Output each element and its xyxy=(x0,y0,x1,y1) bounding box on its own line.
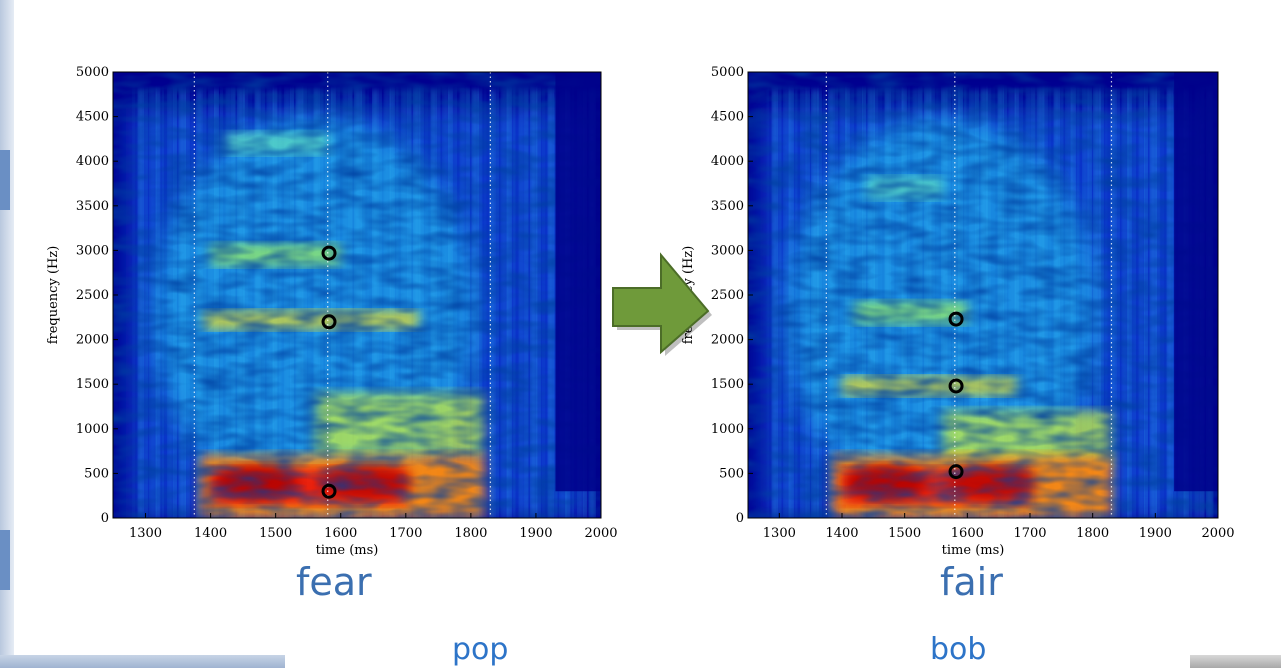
formant-marker xyxy=(321,314,337,330)
x-tick-label: 1900 xyxy=(1139,526,1172,541)
y-tick-label: 2000 xyxy=(76,333,109,348)
formant-markers xyxy=(321,245,337,499)
slide-bottom-band xyxy=(0,655,285,668)
y-tick-label: 0 xyxy=(101,511,109,526)
y-tick-label: 1000 xyxy=(76,422,109,437)
slide-edge-accent xyxy=(0,530,10,590)
y-tick-label: 3000 xyxy=(711,243,744,258)
x-tick-label: 1900 xyxy=(519,526,552,541)
left-under-caption: pop xyxy=(452,632,509,667)
formant-marker xyxy=(321,483,337,499)
y-axis-label: frequency (Hz) xyxy=(46,246,61,345)
x-tick-label: 1700 xyxy=(1013,526,1046,541)
slide-edge-accent xyxy=(0,150,10,210)
x-tick-label: 1400 xyxy=(194,526,227,541)
axis-ticks: 1300 1400 1500 1600 1700 1800 1900 2000 0 500 1000… xyxy=(76,65,618,541)
formant-marker xyxy=(948,378,964,394)
x-tick-label: 1500 xyxy=(888,526,921,541)
x-tick-label: 1600 xyxy=(951,526,984,541)
y-tick-label: 1500 xyxy=(76,377,109,392)
formant-markers xyxy=(948,311,964,480)
y-tick-label: 3000 xyxy=(76,243,109,258)
formant-marker xyxy=(321,245,337,261)
spectrogram-image xyxy=(113,72,601,518)
y-tick-label: 4500 xyxy=(76,110,109,125)
y-tick-label: 4500 xyxy=(711,110,744,125)
axis-ticks: 1300 1400 1500 1600 1700 1800 1900 2000 0 500 1000… xyxy=(711,65,1235,541)
formant-marker xyxy=(948,464,964,480)
right-arrow-icon xyxy=(612,252,712,356)
x-tick-label: 2000 xyxy=(584,526,617,541)
x-axis-label: time (ms) xyxy=(316,543,379,558)
spectrogram-image xyxy=(748,72,1218,518)
spectrogram-right: 1300 1400 1500 1600 1700 1800 1900 2000 0 500 1000… xyxy=(681,65,1235,558)
x-tick-label: 1700 xyxy=(389,526,422,541)
y-tick-label: 1500 xyxy=(711,377,744,392)
x-tick-label: 1300 xyxy=(129,526,162,541)
y-tick-label: 1000 xyxy=(711,422,744,437)
y-tick-label: 3500 xyxy=(76,199,109,214)
left-word-caption: fear xyxy=(296,560,372,604)
y-tick-label: 2500 xyxy=(76,288,109,303)
x-tick-label: 1800 xyxy=(1076,526,1109,541)
y-tick-label: 0 xyxy=(736,511,744,526)
right-under-caption: bob xyxy=(930,632,987,667)
y-tick-label: 4000 xyxy=(711,154,744,169)
x-tick-label: 1300 xyxy=(763,526,796,541)
slide-bottom-band xyxy=(1190,655,1281,668)
y-tick-label: 5000 xyxy=(76,65,109,80)
y-tick-label: 4000 xyxy=(76,154,109,169)
x-tick-label: 1800 xyxy=(454,526,487,541)
x-tick-label: 1400 xyxy=(825,526,858,541)
x-axis-label: time (ms) xyxy=(942,543,1005,558)
y-tick-label: 5000 xyxy=(711,65,744,80)
y-tick-label: 2000 xyxy=(711,333,744,348)
y-tick-label: 3500 xyxy=(711,199,744,214)
x-tick-label: 2000 xyxy=(1201,526,1234,541)
x-tick-label: 1500 xyxy=(259,526,292,541)
y-tick-label: 2500 xyxy=(711,288,744,303)
spectrogram-left: 1300 1400 1500 1600 1700 1800 1900 2000 0 500 1000… xyxy=(46,65,618,558)
y-tick-label: 500 xyxy=(719,466,744,481)
formant-marker xyxy=(948,311,964,327)
x-tick-label: 1600 xyxy=(324,526,357,541)
y-tick-label: 500 xyxy=(84,466,109,481)
right-word-caption: fair xyxy=(940,560,1003,604)
